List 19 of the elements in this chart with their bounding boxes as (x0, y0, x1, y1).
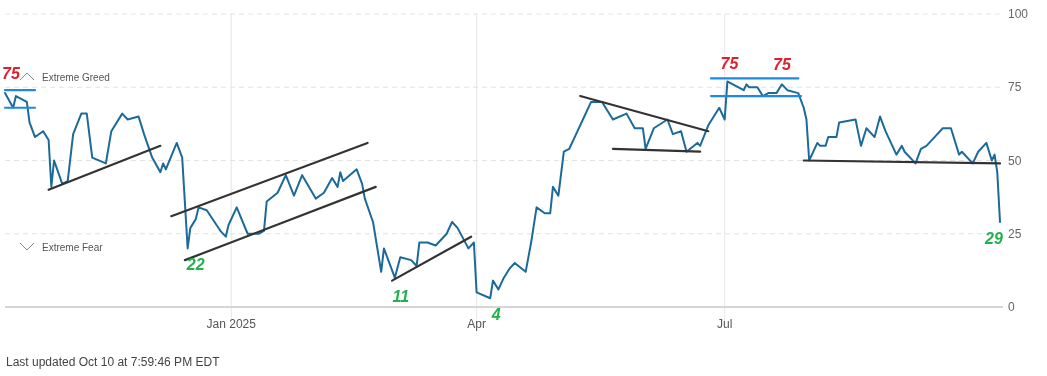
text: Last updated Oct 10 at 7:59:46 PM EDT (6, 355, 221, 369)
annotation: Extreme Greed (42, 72, 110, 83)
annotation: 29 (984, 230, 1003, 248)
annotation: 4 (490, 306, 501, 324)
annotation: 75 (773, 56, 792, 74)
y-tick-label: 0 (1008, 300, 1015, 314)
annotation: 22 (185, 256, 205, 274)
y-tick-label: 25 (1008, 226, 1022, 241)
annotation: 11 (392, 287, 410, 305)
y-tick-label: 75 (1008, 80, 1022, 95)
annotation: 75 (720, 55, 740, 73)
annotation: Extreme Fear (42, 242, 104, 253)
line-series (4, 80, 1001, 300)
y-tick-label: 100 (1008, 7, 1029, 21)
x-tick-label: Apr (467, 317, 486, 331)
annotation: 75 (2, 65, 21, 83)
y-tick-label: 50 (1008, 153, 1022, 168)
x-tick-label: Jan 2025 (206, 317, 257, 331)
x-tick-label: Jul (717, 317, 733, 331)
